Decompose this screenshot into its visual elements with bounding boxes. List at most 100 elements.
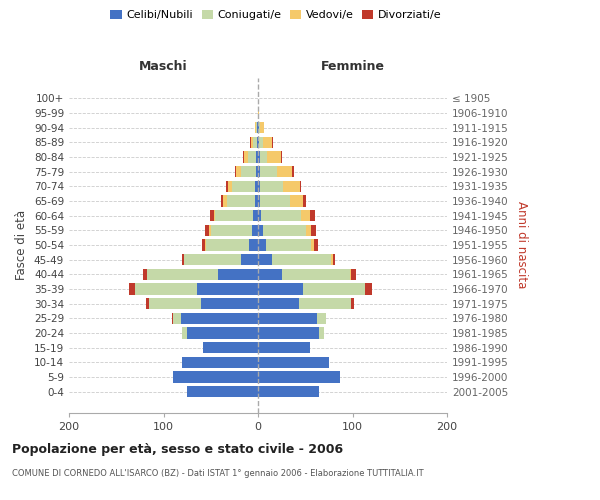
Bar xyxy=(146,298,149,310)
Bar xyxy=(258,284,304,294)
Bar xyxy=(228,180,232,192)
Bar xyxy=(258,312,317,324)
Bar xyxy=(173,312,181,324)
Text: Femmine: Femmine xyxy=(320,60,385,72)
Bar xyxy=(205,240,206,250)
Bar xyxy=(202,240,205,250)
Bar xyxy=(277,166,292,177)
Bar xyxy=(256,122,257,134)
Bar xyxy=(311,224,316,236)
Bar xyxy=(255,122,256,134)
Bar xyxy=(218,268,258,280)
Bar xyxy=(235,166,236,177)
Y-axis label: Fasce di età: Fasce di età xyxy=(16,210,28,280)
Bar xyxy=(272,254,331,266)
Legend: Celibi/Nubili, Coniugati/e, Vedovi/e, Divorziati/e: Celibi/Nubili, Coniugati/e, Vedovi/e, Di… xyxy=(106,6,446,25)
Bar xyxy=(258,180,260,192)
Bar xyxy=(261,210,301,222)
Bar xyxy=(203,342,258,353)
Bar xyxy=(260,122,263,134)
Bar xyxy=(268,152,281,163)
Bar xyxy=(148,268,218,280)
Bar xyxy=(214,210,215,222)
Bar xyxy=(258,268,281,280)
Bar xyxy=(173,371,258,382)
Bar xyxy=(243,152,244,163)
Bar xyxy=(253,224,258,236)
Bar xyxy=(253,210,258,222)
Bar xyxy=(257,122,258,134)
Bar xyxy=(260,166,277,177)
Bar xyxy=(263,136,272,148)
Bar xyxy=(258,196,260,206)
Bar xyxy=(260,180,283,192)
Bar xyxy=(301,210,310,222)
Bar xyxy=(258,108,259,119)
Bar xyxy=(319,327,324,338)
Bar xyxy=(258,240,266,250)
Bar xyxy=(258,327,319,338)
Bar xyxy=(135,284,197,294)
Bar xyxy=(258,136,259,148)
Bar xyxy=(263,224,306,236)
Bar xyxy=(290,196,304,206)
Bar xyxy=(223,196,227,206)
Bar xyxy=(258,122,259,134)
Bar xyxy=(181,312,258,324)
Bar xyxy=(350,268,356,280)
Bar xyxy=(232,180,255,192)
Bar xyxy=(221,196,223,206)
Bar xyxy=(266,240,311,250)
Bar xyxy=(250,240,258,250)
Bar xyxy=(257,136,258,148)
Bar xyxy=(258,371,340,382)
Bar xyxy=(187,327,258,338)
Bar xyxy=(283,180,299,192)
Bar xyxy=(244,152,248,163)
Bar xyxy=(210,210,214,222)
Bar xyxy=(304,284,365,294)
Text: Popolazione per età, sesso e stato civile - 2006: Popolazione per età, sesso e stato civil… xyxy=(12,442,343,456)
Bar xyxy=(258,254,272,266)
Bar xyxy=(255,180,258,192)
Bar xyxy=(304,196,306,206)
Bar xyxy=(260,152,268,163)
Bar xyxy=(260,196,290,206)
Bar xyxy=(215,210,253,222)
Bar xyxy=(248,152,256,163)
Bar xyxy=(350,298,355,310)
Bar xyxy=(241,254,258,266)
Bar xyxy=(258,356,329,368)
Bar xyxy=(310,210,315,222)
Bar xyxy=(317,312,326,324)
Bar xyxy=(332,254,335,266)
Bar xyxy=(143,268,148,280)
Bar xyxy=(182,254,184,266)
Bar xyxy=(306,224,311,236)
Bar xyxy=(258,152,260,163)
Bar xyxy=(259,122,260,134)
Bar xyxy=(258,386,319,398)
Bar xyxy=(314,240,317,250)
Bar xyxy=(226,180,228,192)
Bar xyxy=(272,136,273,148)
Text: COMUNE DI CORNEDO ALL'ISARCO (BZ) - Dati ISTAT 1° gennaio 2006 - Elaborazione TU: COMUNE DI CORNEDO ALL'ISARCO (BZ) - Dati… xyxy=(12,468,424,477)
Bar xyxy=(211,224,253,236)
Bar xyxy=(205,224,209,236)
Bar xyxy=(197,284,258,294)
Bar xyxy=(182,356,258,368)
Text: Maschi: Maschi xyxy=(139,60,188,72)
Bar xyxy=(241,166,256,177)
Bar xyxy=(292,166,294,177)
Bar xyxy=(182,327,187,338)
Bar xyxy=(149,298,202,310)
Bar xyxy=(128,284,135,294)
Bar xyxy=(250,136,251,148)
Bar xyxy=(256,166,258,177)
Y-axis label: Anni di nascita: Anni di nascita xyxy=(515,202,528,288)
Bar xyxy=(206,240,250,250)
Bar xyxy=(172,312,173,324)
Bar xyxy=(259,136,263,148)
Bar xyxy=(258,166,260,177)
Bar xyxy=(299,180,301,192)
